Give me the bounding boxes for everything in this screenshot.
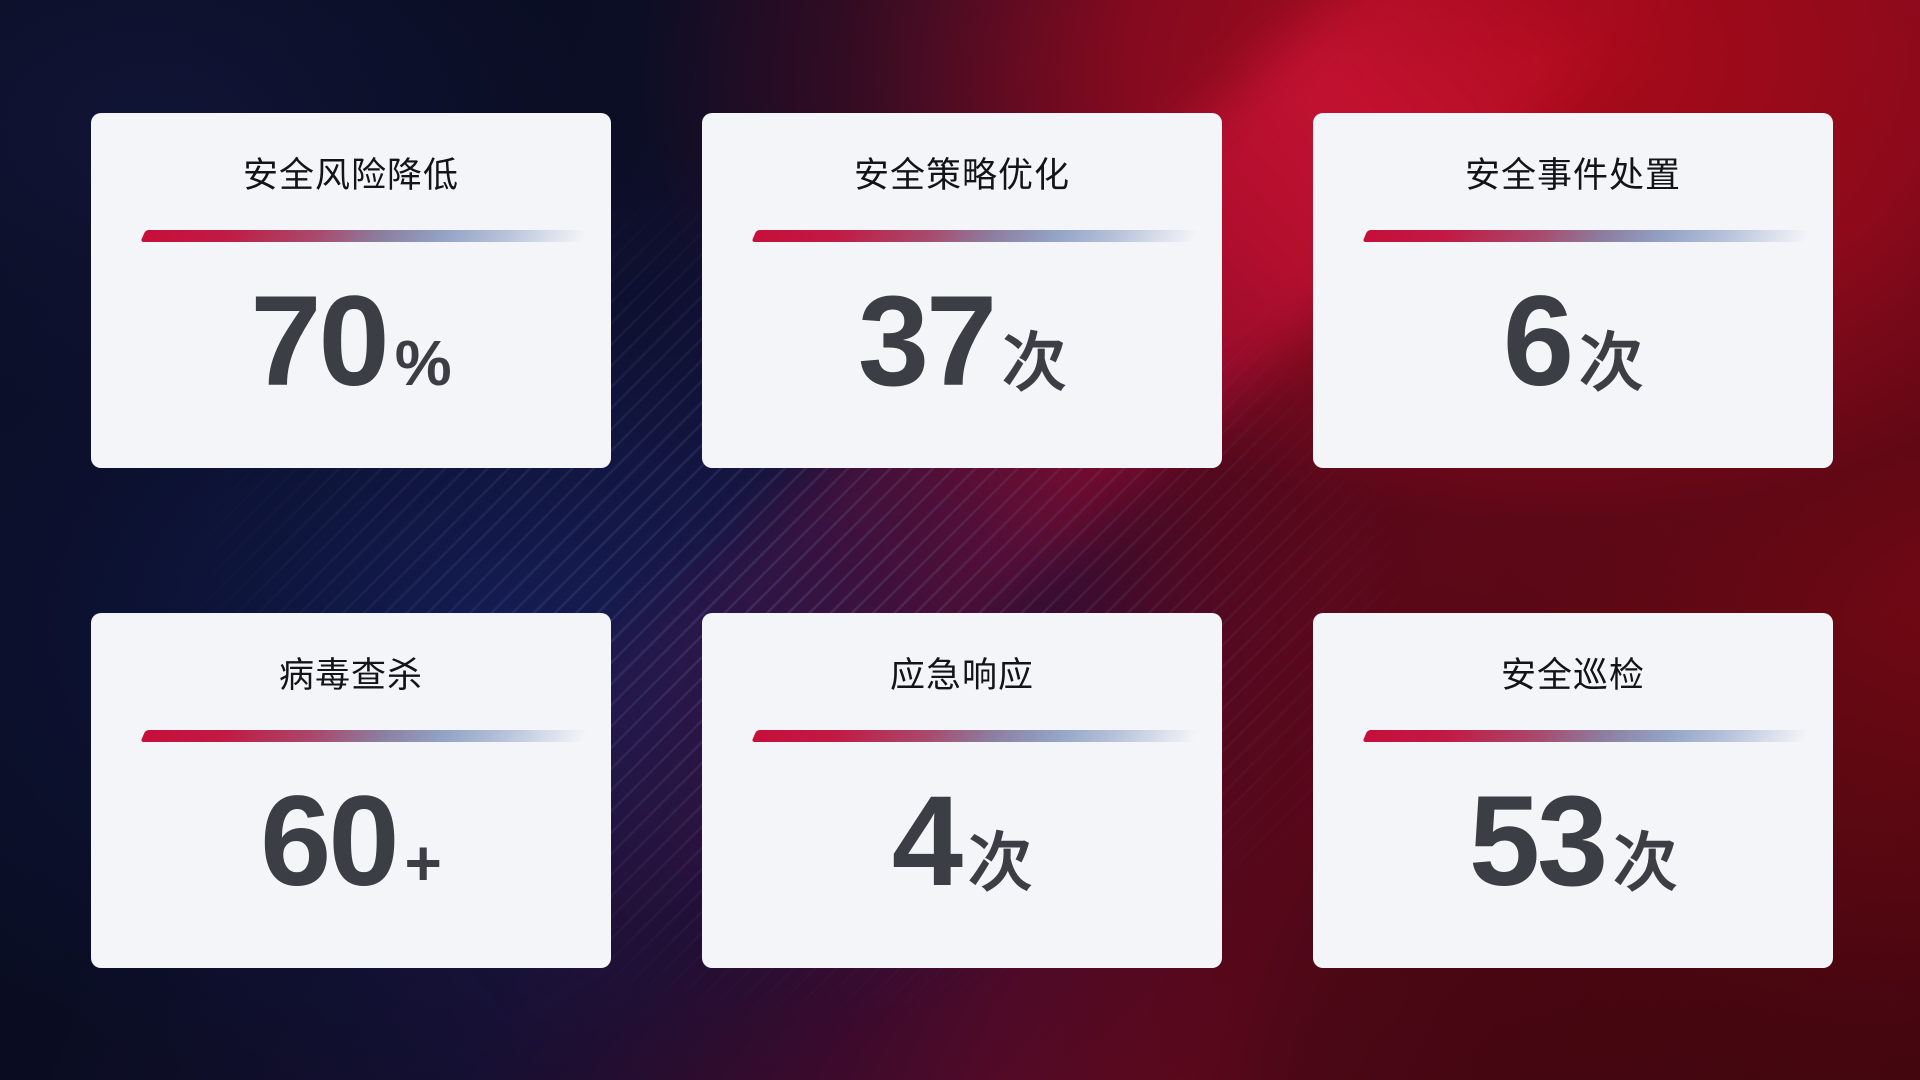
stat-value-number: 6 — [1502, 270, 1574, 413]
stat-card-security-risk-reduction: 安全风险降低 70 % — [91, 113, 611, 468]
stat-value-number: 60 — [260, 770, 399, 913]
gradient-divider — [140, 730, 602, 742]
stat-card-title: 安全巡检 — [1500, 656, 1645, 695]
gradient-divider — [751, 730, 1213, 742]
gradient-divider — [1362, 230, 1824, 242]
stat-card-value: 4 次 — [702, 778, 1222, 906]
stat-card-title: 安全风险降低 — [242, 156, 459, 195]
stat-card-security-policy-optimization: 安全策略优化 37 次 — [702, 113, 1222, 468]
stat-card-value: 70 % — [91, 278, 611, 406]
stat-value-number: 37 — [857, 270, 997, 413]
stat-card-title: 安全事件处置 — [1464, 156, 1681, 195]
stat-card-value: 37 次 — [702, 278, 1222, 406]
stat-card-title: 安全策略优化 — [853, 156, 1070, 195]
stat-card-emergency-response: 应急响应 4 次 — [702, 613, 1222, 968]
stat-card-value: 60 + — [91, 778, 611, 906]
stat-card-title: 病毒查杀 — [278, 656, 423, 695]
gradient-divider — [140, 230, 602, 242]
stat-card-virus-scan: 病毒查杀 60 + — [91, 613, 611, 968]
stat-value-unit: 次 — [1579, 327, 1644, 399]
stat-value-unit: 次 — [1613, 827, 1678, 899]
stat-card-security-inspection: 安全巡检 53 次 — [1313, 613, 1833, 968]
stat-value-unit: 次 — [1002, 327, 1067, 399]
stat-value-number: 53 — [1468, 770, 1608, 913]
stat-value-number: 4 — [891, 770, 963, 913]
stat-card-title: 应急响应 — [889, 656, 1034, 695]
gradient-divider — [1362, 730, 1824, 742]
stat-value-unit: 次 — [968, 827, 1033, 899]
stat-card-security-incident-handling: 安全事件处置 6 次 — [1313, 113, 1833, 468]
stat-value-unit: + — [404, 827, 442, 899]
stat-card-value: 53 次 — [1313, 778, 1833, 906]
stat-value-unit: % — [394, 327, 452, 399]
stat-value-number: 70 — [250, 270, 389, 413]
gradient-divider — [751, 230, 1213, 242]
stat-card-value: 6 次 — [1313, 278, 1833, 406]
stat-card-grid: 安全风险降低 70 % 安全策略优化 37 次 安全事件处置 6 次 病毒查 — [91, 113, 1833, 968]
